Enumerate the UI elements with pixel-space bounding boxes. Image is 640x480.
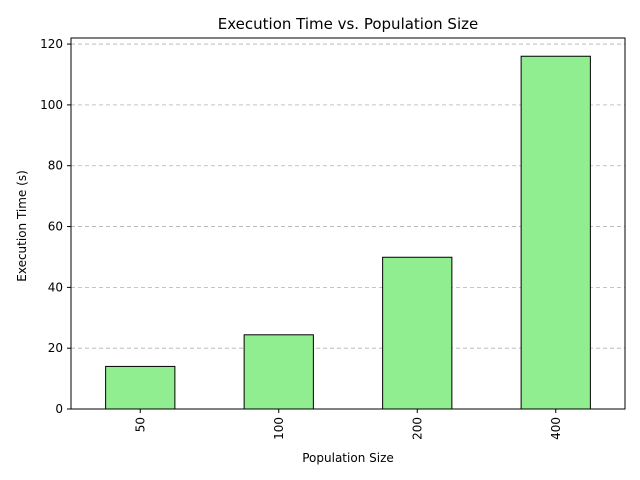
y-axis-label: Execution Time (s) [15, 170, 29, 282]
axes [70, 37, 626, 410]
x-tick-label: 100 [272, 417, 286, 440]
y-tick-label: 40 [48, 280, 63, 294]
y-tick-label: 20 [48, 341, 63, 355]
grid-lines [71, 43, 625, 349]
bar-50 [105, 365, 176, 410]
y-ticks: 0 20 40 60 80 100 120 [40, 37, 71, 416]
y-tick-label: 0 [55, 402, 63, 416]
bar-200 [382, 256, 453, 410]
y-tick-label: 120 [40, 37, 63, 51]
y-tick-label: 60 [48, 220, 63, 234]
plot-frame [70, 37, 626, 410]
x-axis-label: Population Size [302, 451, 394, 465]
y-tick-label: 100 [40, 98, 63, 112]
bars [105, 55, 591, 410]
bar-400 [520, 55, 591, 410]
chart-title: Execution Time vs. Population Size [218, 15, 478, 33]
y-tick-label: 80 [48, 159, 63, 173]
x-tick-label: 400 [549, 417, 563, 440]
x-ticks: 50 100 200 400 [133, 409, 563, 440]
x-tick-label: 200 [410, 417, 424, 440]
bar-100 [243, 334, 314, 410]
x-tick-label: 50 [133, 417, 147, 432]
